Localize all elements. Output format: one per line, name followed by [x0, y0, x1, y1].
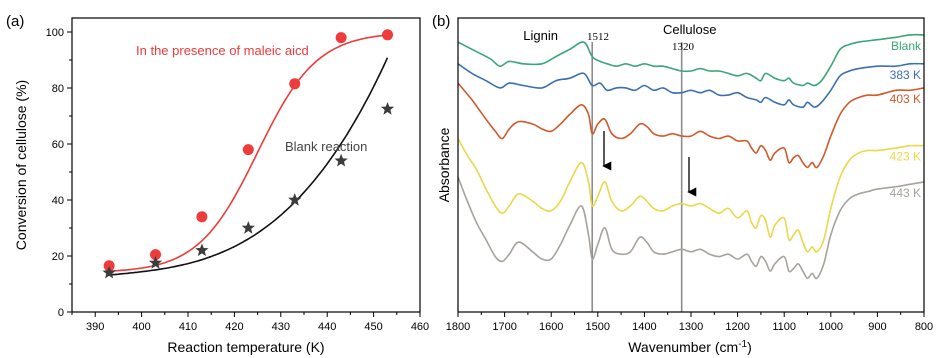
spectrum-line: [458, 138, 924, 253]
series-label: 383 K: [890, 68, 921, 82]
x-tick-label: 430: [272, 321, 290, 333]
spectrum-line: [458, 62, 924, 109]
x-tick-label: 800: [915, 321, 933, 333]
red-data-point: [196, 211, 208, 223]
spectrum-line: [458, 33, 924, 87]
x-tick-label: 1400: [632, 321, 656, 333]
y-tick-label: 80: [52, 83, 64, 95]
panel-b-marker-lines: [591, 42, 683, 312]
x-tick-label: 1500: [586, 321, 610, 333]
cellulose-label: Cellulose: [663, 22, 716, 37]
panel-b-x-axis-label: Wavenumber (cm-1): [628, 339, 752, 356]
panel-a-x-ticks: 390 400 410 420 430 440 450 460: [71, 312, 429, 333]
panel-b-label: (b): [432, 13, 450, 30]
x-tick-label: 1300: [679, 321, 703, 333]
red-data-point: [242, 144, 254, 156]
panel-a-y-ticks: 0 20 40 60 80 100: [46, 27, 72, 319]
black-data-point: [380, 102, 395, 115]
series-label: 423 K: [890, 150, 921, 164]
black-data-point: [288, 193, 302, 206]
panel-b: (b) 1800 1700 1600 1500 1400 1300 1200 1100 1000…: [432, 13, 933, 355]
red-data-point: [289, 78, 301, 90]
cellulose-wavenumber: 1320: [672, 41, 695, 53]
black-data-point: [241, 221, 255, 234]
x-tick-label: 1000: [819, 321, 843, 333]
legend-label-maleic-acid: In the presence of maleic aicd: [136, 43, 309, 58]
spectrum-line: [458, 176, 924, 280]
x-tick-label: 390: [86, 321, 104, 333]
x-tick-label: 900: [868, 321, 886, 333]
x-tick-label: 1800: [446, 321, 470, 333]
x-tick-label: 1200: [725, 321, 749, 333]
legend-label-blank-reaction: Blank reaction: [285, 139, 367, 154]
red-data-point: [103, 260, 115, 272]
panel-a-x-axis-label: Reaction temperature (K): [167, 339, 324, 355]
y-tick-label: 20: [52, 251, 64, 263]
black-data-point: [102, 265, 116, 279]
x-tick-label: 1600: [539, 321, 563, 333]
panel-a-markers: [102, 29, 395, 279]
panel-a-label: (a): [6, 13, 24, 30]
black-series-fit-line: [109, 57, 389, 276]
panel-b-y-axis-label: Absorbance: [436, 127, 452, 202]
x-tick-label: 440: [318, 321, 336, 333]
panel-b-series-labels: Blank 383 K 403 K 423 K 443 K: [890, 39, 922, 200]
y-tick-label: 40: [52, 195, 64, 207]
panel-a-y-axis-label: Conversion of cellulose (%): [13, 80, 29, 250]
x-tick-label: 450: [364, 321, 382, 333]
x-tick-label: 1700: [492, 321, 516, 333]
x-tick-label: 410: [179, 321, 197, 333]
red-data-point: [382, 29, 394, 41]
black-data-point: [334, 153, 348, 167]
x-tick-label: 400: [132, 321, 150, 333]
lignin-wavenumber: 1512: [587, 31, 609, 43]
spectrum-line: [458, 82, 924, 169]
series-label: Blank: [891, 39, 922, 53]
series-label: 443 K: [890, 186, 921, 200]
y-tick-label: 60: [52, 139, 64, 151]
series-label: 403 K: [890, 92, 921, 106]
panel-a-plot-frame: [71, 17, 421, 313]
x-tick-label: 1100: [772, 321, 796, 333]
x-tick-label: 420: [225, 321, 243, 333]
panel-b-x-ticks: 1800 1700 1600 1500 1400 1300 1200 1100 1000 900 8…: [446, 312, 933, 333]
red-data-point: [150, 249, 162, 261]
x-tick-label: 460: [411, 321, 429, 333]
panel-b-spectra: [458, 33, 924, 280]
black-data-point: [148, 256, 163, 269]
y-tick-label: 100: [46, 27, 64, 39]
red-data-point: [335, 32, 347, 44]
black-data-point: [195, 243, 209, 257]
panel-a: (a) 390 400 410 420 430 440 450 460 0 20 40 60 80 10…: [6, 13, 429, 355]
lignin-label: Lignin: [523, 28, 558, 43]
y-tick-label: 0: [58, 307, 64, 319]
panel-b-plot-frame: [457, 17, 925, 313]
